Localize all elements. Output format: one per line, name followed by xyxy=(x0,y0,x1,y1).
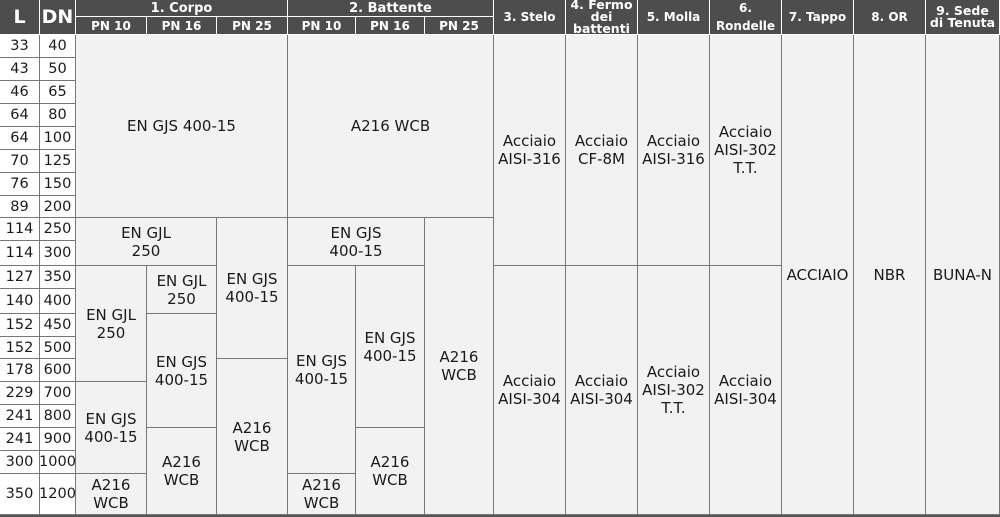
header-stelo: 3. Stelo xyxy=(494,0,566,35)
size-dn-10: 350 xyxy=(40,266,76,289)
battente-pn16-wcb: A216 WCB xyxy=(356,428,425,515)
or-nbr: NBR xyxy=(854,35,926,515)
size-l-13: 152 xyxy=(0,337,40,359)
header-sede: 9. Sede di Tenuta xyxy=(926,0,1000,35)
size-l-19: 350 xyxy=(0,474,40,515)
size-dn-11: 400 xyxy=(40,289,76,314)
size-l-0: 33 xyxy=(0,35,40,58)
size-l-11: 140 xyxy=(0,289,40,314)
corpo-pn16-wcb: A216 WCB xyxy=(147,428,217,515)
sede-buna-n: BUNA-N xyxy=(926,35,1000,515)
battente-gjs-a: EN GJS 400-15 xyxy=(288,218,425,266)
size-dn-13: 500 xyxy=(40,337,76,359)
size-l-10: 127 xyxy=(0,266,40,289)
stelo-aisi-316: Acciaio AISI-316 xyxy=(494,35,566,266)
corpo-gjl-250-a: EN GJL 250 xyxy=(76,218,217,266)
header-or: 8. OR xyxy=(854,0,926,35)
size-l-7: 89 xyxy=(0,196,40,218)
size-dn-1: 50 xyxy=(40,58,76,81)
corpo-pn25-wcb: A216 WCB xyxy=(217,359,288,515)
size-l-1: 43 xyxy=(0,58,40,81)
battente-pn25-wcb: A216 WCB xyxy=(425,218,494,515)
corpo-pn16-gjl: EN GJL 250 xyxy=(147,266,217,314)
size-l-15: 229 xyxy=(0,382,40,405)
size-dn-18: 1000 xyxy=(40,451,76,474)
size-dn-16: 800 xyxy=(40,405,76,428)
molla-aisi-316: Acciaio AISI-316 xyxy=(638,35,710,266)
corpo-pn10-gjl: EN GJL 250 xyxy=(76,266,147,382)
header-l: L xyxy=(0,0,40,35)
header-corpo-pn25: PN 25 xyxy=(217,17,288,35)
rondelle-aisi-304: Acciaio AISI-304 xyxy=(710,266,782,515)
size-dn-6: 150 xyxy=(40,173,76,196)
header-fermo: 4. Fermo dei battenti xyxy=(566,0,638,35)
header-battente-pn16: PN 16 xyxy=(356,17,425,35)
corpo-gjs-400-15: EN GJS 400-15 xyxy=(76,35,288,218)
size-dn-17: 900 xyxy=(40,428,76,451)
size-dn-14: 600 xyxy=(40,359,76,382)
size-l-8: 114 xyxy=(0,218,40,241)
size-dn-7: 200 xyxy=(40,196,76,218)
fermo-cf-8m: Acciaio CF-8M xyxy=(566,35,638,266)
size-l-18: 300 xyxy=(0,451,40,474)
fermo-aisi-304: Acciaio AISI-304 xyxy=(566,266,638,515)
size-l-5: 70 xyxy=(0,150,40,173)
size-dn-12: 450 xyxy=(40,314,76,337)
header-dn: DN xyxy=(40,0,76,35)
molla-aisi-302: Acciaio AISI-302 T.T. xyxy=(638,266,710,515)
size-l-4: 64 xyxy=(0,127,40,150)
size-l-2: 46 xyxy=(0,81,40,104)
size-l-3: 64 xyxy=(0,104,40,127)
header-tappo: 7. Tappo xyxy=(782,0,854,35)
header-rondelle: 6. Rondelle xyxy=(710,0,782,35)
tappo-acciaio: ACCIAIO xyxy=(782,35,854,515)
battente-pn16-gjs: EN GJS 400-15 xyxy=(356,266,425,428)
size-l-12: 152 xyxy=(0,314,40,337)
battente-a216-wcb: A216 WCB xyxy=(288,35,494,218)
size-dn-3: 80 xyxy=(40,104,76,127)
corpo-pn10-wcb: A216 WCB xyxy=(76,474,147,515)
corpo-pn16-gjs: EN GJS 400-15 xyxy=(147,314,217,428)
header-battente: 2. Battente xyxy=(288,0,494,17)
size-dn-19: 1200 xyxy=(40,474,76,515)
header-corpo: 1. Corpo xyxy=(76,0,288,17)
size-l-16: 241 xyxy=(0,405,40,428)
size-l-14: 178 xyxy=(0,359,40,382)
battente-pn10-gjs: EN GJS 400-15 xyxy=(288,266,356,474)
table-bottom-border xyxy=(0,515,1000,517)
size-l-17: 241 xyxy=(0,428,40,451)
rondelle-aisi-302: Acciaio AISI-302 T.T. xyxy=(710,35,782,266)
size-l-9: 114 xyxy=(0,241,40,266)
header-battente-pn10: PN 10 xyxy=(288,17,356,35)
size-dn-4: 100 xyxy=(40,127,76,150)
corpo-pn10-gjs: EN GJS 400-15 xyxy=(76,382,147,474)
size-dn-5: 125 xyxy=(40,150,76,173)
size-dn-9: 300 xyxy=(40,241,76,266)
size-dn-2: 65 xyxy=(40,81,76,104)
size-dn-8: 250 xyxy=(40,218,76,241)
header-battente-pn25: PN 25 xyxy=(425,17,494,35)
stelo-aisi-304: Acciaio AISI-304 xyxy=(494,266,566,515)
battente-pn10-wcb: A216 WCB xyxy=(288,474,356,515)
size-dn-0: 40 xyxy=(40,35,76,58)
size-dn-15: 700 xyxy=(40,382,76,405)
header-corpo-pn10: PN 10 xyxy=(76,17,147,35)
corpo-pn25-gjs: EN GJS 400-15 xyxy=(217,218,288,359)
header-molla: 5. Molla xyxy=(638,0,710,35)
size-l-6: 76 xyxy=(0,173,40,196)
header-corpo-pn16: PN 16 xyxy=(147,17,217,35)
